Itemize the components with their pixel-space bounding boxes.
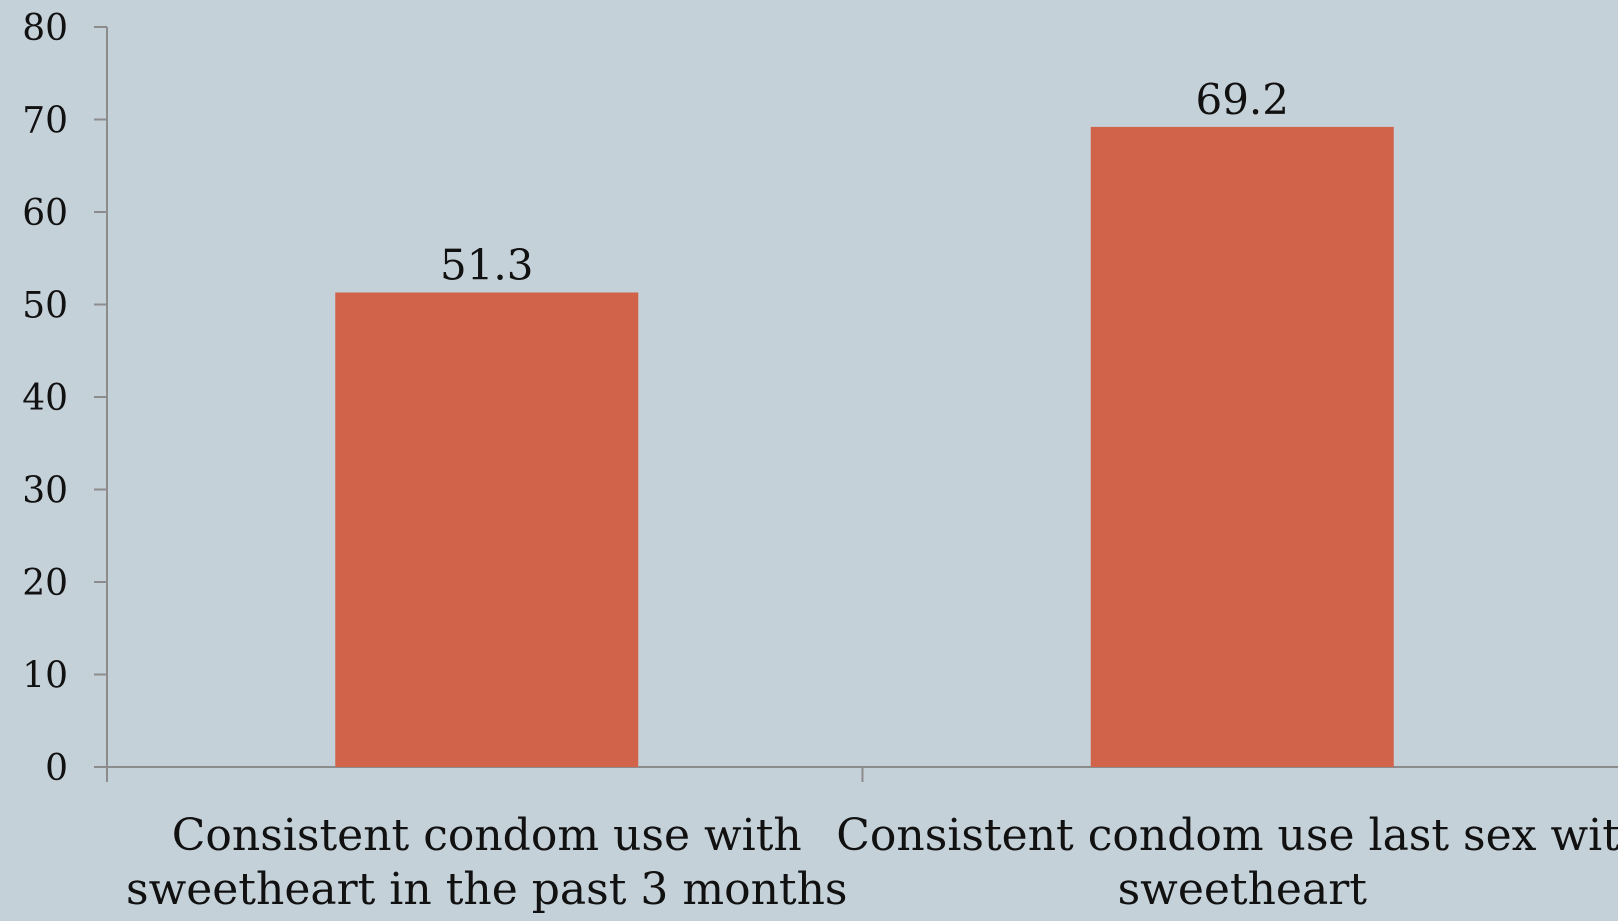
y-tick-label: 10 xyxy=(22,656,68,697)
x-category-label: Consistent condom use last sex with xyxy=(836,810,1618,861)
bar xyxy=(1090,126,1394,767)
x-category-label: sweetheart xyxy=(1118,864,1368,915)
x-category-label: Consistent condom use with xyxy=(172,810,802,861)
y-tick-label: 30 xyxy=(22,471,68,512)
y-tick-label: 20 xyxy=(22,563,68,604)
x-category-label: sweetheart in the past 3 months xyxy=(126,864,848,915)
y-tick-label: 0 xyxy=(45,748,68,789)
y-tick-label: 60 xyxy=(22,193,68,234)
labels: 0 10 20 30 40 50 60 70 80 51.3 Consistent condom u… xyxy=(22,8,1618,915)
y-tick-label: 50 xyxy=(22,286,68,327)
y-tick-label: 70 xyxy=(22,101,68,142)
bar xyxy=(335,292,639,767)
bar-value-label: 51.3 xyxy=(440,240,534,289)
y-tick-label: 40 xyxy=(22,378,68,419)
y-tick-label: 80 xyxy=(22,8,68,49)
bars xyxy=(335,126,1394,767)
bar-value-label: 69.2 xyxy=(1195,75,1289,124)
